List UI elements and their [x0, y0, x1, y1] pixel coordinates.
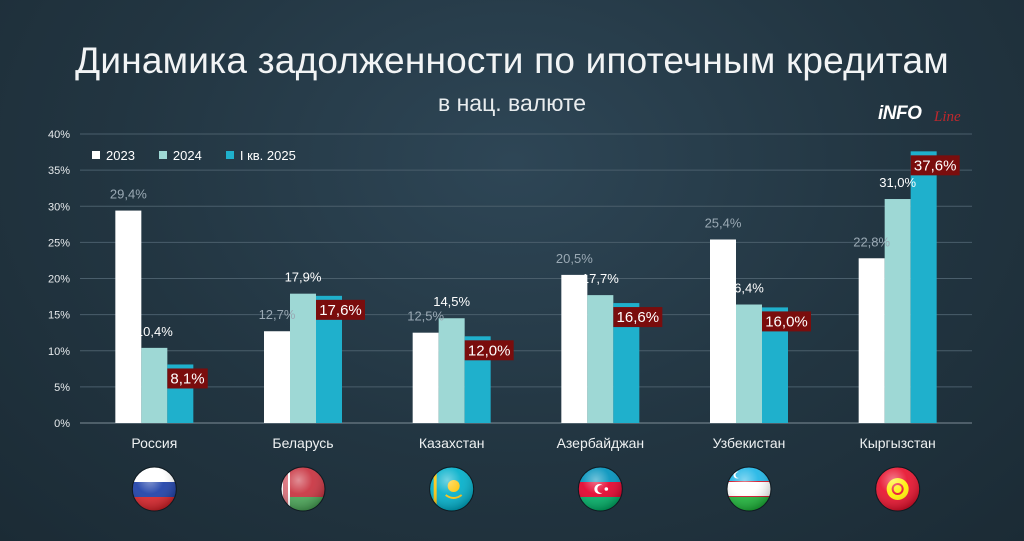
value-label-box	[613, 307, 663, 328]
bar	[858, 258, 885, 423]
y-tick-label: 15%	[48, 310, 70, 322]
value-label: 16,6%	[617, 309, 660, 326]
flag-rim	[131, 466, 177, 512]
legend-label: 2023	[106, 147, 135, 163]
value-label: 12,5%	[407, 309, 444, 324]
uzbekistan-flag-icon	[726, 466, 772, 512]
category-label: Казахстан	[419, 435, 485, 451]
value-label-box	[762, 311, 811, 332]
legend-swatch	[92, 151, 100, 159]
value-label: 17,7%	[582, 271, 619, 286]
bar	[587, 295, 614, 423]
value-label: 12,0%	[468, 342, 511, 359]
category-label: Беларусь	[272, 435, 333, 451]
flag-rim	[429, 466, 475, 512]
legend-label: I кв. 2025	[239, 147, 296, 163]
legend-swatch	[158, 151, 167, 159]
chart-title: Динамика задолженности по ипотечным кред…	[75, 40, 949, 81]
bar	[561, 274, 588, 423]
russia-flag-icon	[131, 466, 177, 512]
y-tick-label: 40%	[48, 129, 70, 141]
kyrgyzstan-flag-icon	[875, 466, 921, 512]
bar	[710, 239, 736, 423]
y-tick-label: 5%	[54, 382, 70, 394]
value-label-box	[910, 155, 960, 176]
value-label: 17,9%	[285, 270, 322, 285]
value-label: 16,0%	[765, 313, 808, 330]
value-label: 22,8%	[853, 234, 890, 249]
azerbaijan-flag-icon	[577, 466, 623, 512]
label-layer: 29,4% 10,4% 8,1% Россия 12,7% 17,9% 17,6% Белар…	[110, 155, 960, 451]
value-label-box	[464, 340, 514, 361]
legend-swatch	[225, 151, 234, 159]
value-label: 25,4%	[705, 215, 742, 230]
bar	[290, 293, 316, 423]
value-label: 10,4%	[136, 324, 173, 339]
y-tick-label: 30%	[48, 201, 70, 213]
flag-rim	[280, 466, 326, 512]
value-label-box	[316, 299, 365, 320]
flag-rim	[875, 466, 921, 512]
y-tick-label: 10%	[48, 346, 70, 358]
flag-gloss	[132, 467, 177, 511]
category-label: Кыргызстан	[860, 435, 936, 451]
flag-rim	[577, 466, 623, 512]
flag-gloss	[429, 467, 474, 511]
logo-tail-text: Line	[934, 109, 961, 125]
bar	[438, 318, 465, 423]
bar	[115, 210, 142, 423]
value-label: 29,4%	[110, 187, 147, 202]
value-label: 17,6%	[319, 302, 362, 319]
flag-rim	[726, 466, 772, 512]
y-tick-label: 0%	[54, 418, 70, 430]
y-tick-label: 25%	[48, 237, 70, 249]
flag-gloss	[578, 467, 623, 511]
legend-item-2023: 2023	[92, 148, 135, 163]
value-label: 20,5%	[556, 251, 593, 266]
category-label: Россия	[131, 435, 177, 451]
bar	[884, 199, 911, 423]
grid-layer: 0% 5% 10% 15% 20% 25% 30% 35% 40%	[48, 129, 972, 430]
chart-subtitle: в нац. валюте	[437, 90, 587, 116]
value-label: 31,0%	[879, 175, 916, 190]
value-label: 6,4%	[734, 281, 764, 296]
category-label: Узбекистан	[713, 435, 786, 451]
kazakhstan-flag-icon	[429, 466, 475, 512]
value-label: 14,5%	[433, 294, 470, 309]
y-tick-label: 20%	[48, 274, 70, 286]
bar	[910, 151, 937, 423]
flag-gloss	[281, 467, 325, 511]
legend-label: 2024	[172, 147, 202, 163]
bar	[264, 331, 290, 423]
flag-gloss	[727, 467, 771, 511]
value-label: 12,7%	[259, 307, 296, 322]
bar	[141, 347, 168, 423]
belarus-flag-icon	[280, 466, 326, 512]
bar	[412, 332, 439, 423]
logo-main-text: iNFO	[878, 103, 922, 124]
value-label: 8,1%	[170, 370, 204, 387]
y-tick-label: 35%	[48, 165, 70, 177]
value-label: 37,6%	[914, 157, 957, 174]
infoline-logo: iNFO Line	[878, 103, 968, 129]
legend-item-q1-2025: I кв. 2025	[225, 147, 296, 163]
legend-item-2024: 2024	[158, 147, 202, 163]
value-label-box	[167, 368, 208, 389]
chart-legend: 2023 2024 I кв. 2025	[92, 146, 320, 164]
bar	[736, 304, 762, 423]
flag-gloss	[875, 467, 920, 511]
bar-layer	[115, 151, 937, 423]
category-label: Азербайджан	[557, 435, 645, 451]
flag-layer	[131, 466, 921, 512]
